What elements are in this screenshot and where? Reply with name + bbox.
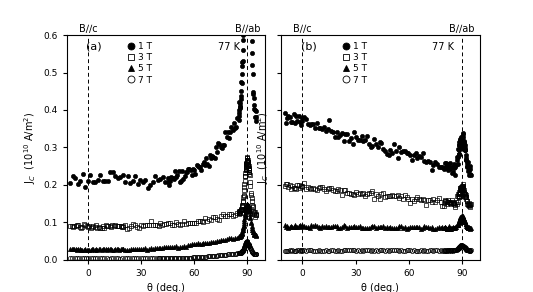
Text: 77 K: 77 K xyxy=(217,42,239,52)
Y-axis label: J$_C$  (10$^{10}$ A/m$^2$): J$_C$ (10$^{10}$ A/m$^2$) xyxy=(22,111,38,184)
Text: (b): (b) xyxy=(301,42,317,52)
X-axis label: θ (deg.): θ (deg.) xyxy=(361,284,399,292)
Legend: 1 T, 3 T, 5 T, 7 T: 1 T, 3 T, 5 T, 7 T xyxy=(127,42,152,85)
X-axis label: θ (deg.): θ (deg.) xyxy=(147,284,185,292)
Text: 77 K: 77 K xyxy=(432,42,454,52)
Text: B∕∕ab: B∕∕ab xyxy=(449,23,475,33)
Y-axis label: J$_C$  (10$^{10}$ A/m$^2$): J$_C$ (10$^{10}$ A/m$^2$) xyxy=(256,111,271,184)
Legend: 1 T, 3 T, 5 T, 7 T: 1 T, 3 T, 5 T, 7 T xyxy=(341,42,367,85)
Text: B∕∕ab: B∕∕ab xyxy=(235,23,260,33)
Text: B∕∕c: B∕∕c xyxy=(78,23,97,33)
Text: (a): (a) xyxy=(86,42,102,52)
Text: B∕∕c: B∕∕c xyxy=(293,23,312,33)
